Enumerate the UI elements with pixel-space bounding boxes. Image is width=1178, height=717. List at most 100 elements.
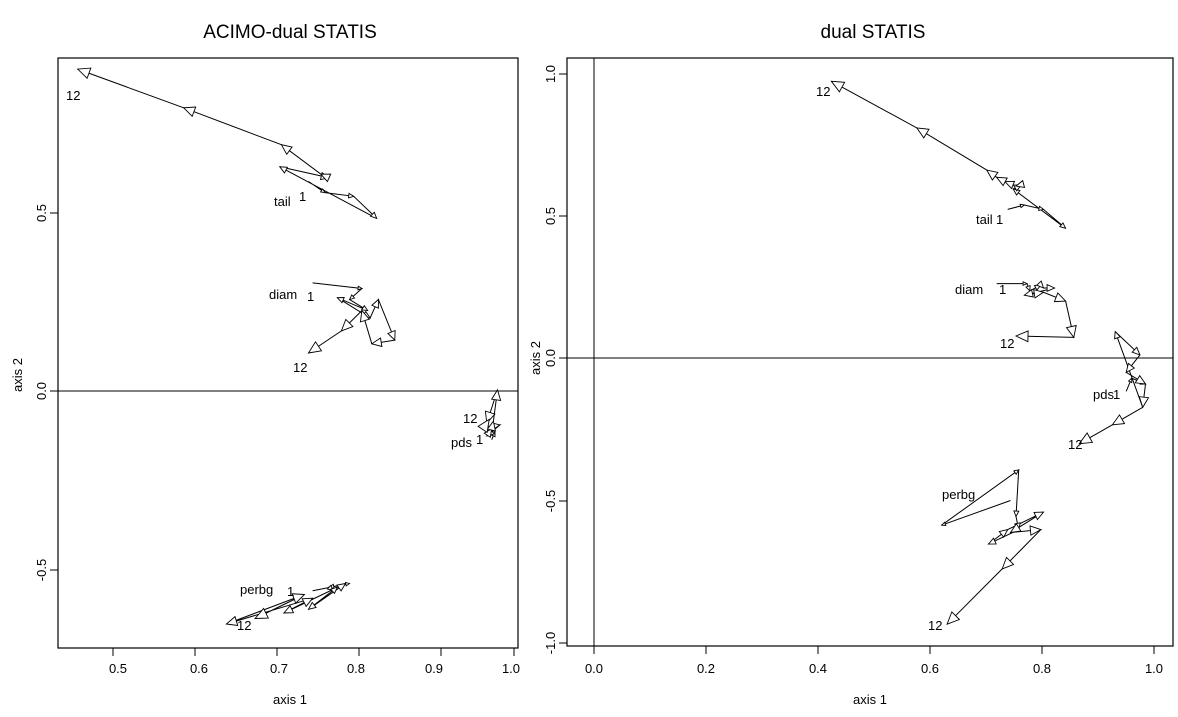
arrow-head: [1022, 281, 1029, 286]
trajectories: [830, 80, 1150, 625]
arrow-head: [1065, 324, 1077, 339]
arrow-head: [1078, 432, 1094, 445]
arrow-head: [359, 309, 371, 323]
arrow-head: [319, 188, 326, 194]
arrow-head: [340, 318, 354, 332]
arrow-head: [998, 528, 1009, 539]
x-tick-label: 1.0: [1145, 661, 1163, 676]
diam-last-label: 12: [293, 360, 307, 375]
arrow-head: [1114, 330, 1122, 340]
arrow-head: [486, 420, 496, 432]
diam-name-label: diam: [955, 282, 983, 297]
arrow-head: [1001, 556, 1015, 570]
arrow-head: [1125, 362, 1136, 374]
trajectory-tail: [77, 68, 378, 219]
arrow-head: [1025, 284, 1031, 292]
plot-frame: [57, 57, 519, 649]
arrow-head: [371, 298, 379, 309]
arrow-head: [1134, 374, 1147, 385]
panel-acimo-dual-statis: ACIMO-dual STATIS axis 1 axis 2 0.5 0.6 …: [10, 22, 520, 707]
arrow-head: [280, 144, 293, 156]
tail-name-label: tail: [976, 212, 993, 227]
trajectory-diam: [308, 282, 396, 354]
arrow-head: [940, 521, 947, 526]
arrow-head: [1014, 330, 1029, 343]
x-tick-label: 0.4: [809, 661, 827, 676]
y-tick-label: 0.0: [34, 382, 49, 400]
arrow-head: [319, 173, 332, 183]
pds-name-label: pds: [1093, 387, 1114, 402]
arrow-head: [387, 329, 396, 342]
x-tick-label: 0.6: [190, 661, 208, 676]
arrow-head: [1059, 222, 1067, 230]
pds-first-label: 1: [476, 432, 483, 447]
arrow-head: [483, 427, 493, 438]
arrow-head: [477, 418, 490, 434]
pds-name-label: pds: [451, 435, 472, 450]
arrow-head: [946, 611, 961, 625]
plot-frame: [566, 57, 1174, 647]
perbg-last-label: 12: [928, 618, 942, 633]
diam-first-label: 1: [999, 282, 1006, 297]
arrow-head: [360, 304, 369, 312]
x-axis: 0.5 0.6 0.7 0.8 0.9 1.0: [109, 648, 520, 676]
y-tick-label: 0.0: [543, 349, 558, 367]
arrow-head: [1138, 396, 1150, 409]
arrow-head: [1131, 346, 1141, 356]
x-tick-label: 0.7: [270, 661, 288, 676]
y-tick-label: -1.0: [543, 632, 558, 654]
x-tick-label: 0.8: [347, 661, 365, 676]
arrow-head: [1029, 525, 1042, 536]
x-tick-label: 0.9: [425, 661, 443, 676]
arrow-head: [1038, 205, 1045, 211]
y-tick-label: 1.0: [543, 65, 558, 83]
arrow-head: [357, 285, 363, 291]
diam-name-label: diam: [269, 287, 297, 302]
arrow-head: [1046, 283, 1056, 292]
arrow-head: [1127, 377, 1133, 384]
chart-title: ACIMO-dual STATIS: [203, 22, 377, 43]
perbg-first-label: 1: [287, 584, 294, 599]
arrow-head: [1053, 292, 1067, 303]
arrow-head: [282, 604, 295, 614]
trajectory-perbg: [941, 468, 1044, 625]
trajectories: [76, 67, 502, 627]
perbg-last-label: 12: [237, 618, 251, 633]
diam-last-label: 12: [1000, 336, 1014, 351]
tail-first-label: 1: [299, 189, 306, 204]
arrow-head: [995, 176, 1008, 187]
arrow-head: [1013, 469, 1020, 476]
arrow-head: [915, 127, 930, 139]
y-axis-label: axis 2: [528, 341, 543, 375]
arrow-head: [1013, 510, 1020, 518]
tail-last-label: 12: [66, 88, 80, 103]
arrow-head: [347, 192, 355, 199]
perbg-name-label: perbg: [942, 487, 975, 502]
arrow-head: [370, 337, 383, 348]
arrow-head: [254, 607, 270, 619]
arrow-head: [1023, 288, 1034, 298]
y-axis: -1.0 -0.5 0.0 0.5 1.0: [543, 65, 567, 654]
arrow-head: [1033, 511, 1045, 521]
arrow-head: [490, 388, 502, 401]
diam-first-label: 1: [307, 289, 314, 304]
arrow-head: [830, 80, 846, 93]
pds-first-label: 1: [1113, 387, 1120, 402]
x-axis: 0.0 0.2 0.4 0.6 0.8 1.0: [585, 646, 1163, 676]
arrow-head: [348, 294, 356, 301]
tail-last-label: 12: [816, 84, 830, 99]
x-axis-label: axis 1: [273, 692, 307, 707]
arrow-head: [985, 169, 999, 181]
y-tick-label: 0.5: [543, 207, 558, 225]
arrow-head: [1111, 414, 1126, 426]
x-tick-label: 0.8: [1033, 661, 1051, 676]
arrow-head: [987, 537, 997, 545]
arrow-head: [1033, 288, 1045, 299]
x-tick-label: 0.2: [697, 661, 715, 676]
arrow-head: [1019, 203, 1026, 209]
arrow-head: [329, 586, 339, 595]
arrow-head: [1003, 180, 1016, 190]
arrow-head: [182, 106, 197, 118]
y-axis: -0.5 0.0 0.5: [34, 204, 58, 581]
arrow-head: [1035, 280, 1045, 289]
